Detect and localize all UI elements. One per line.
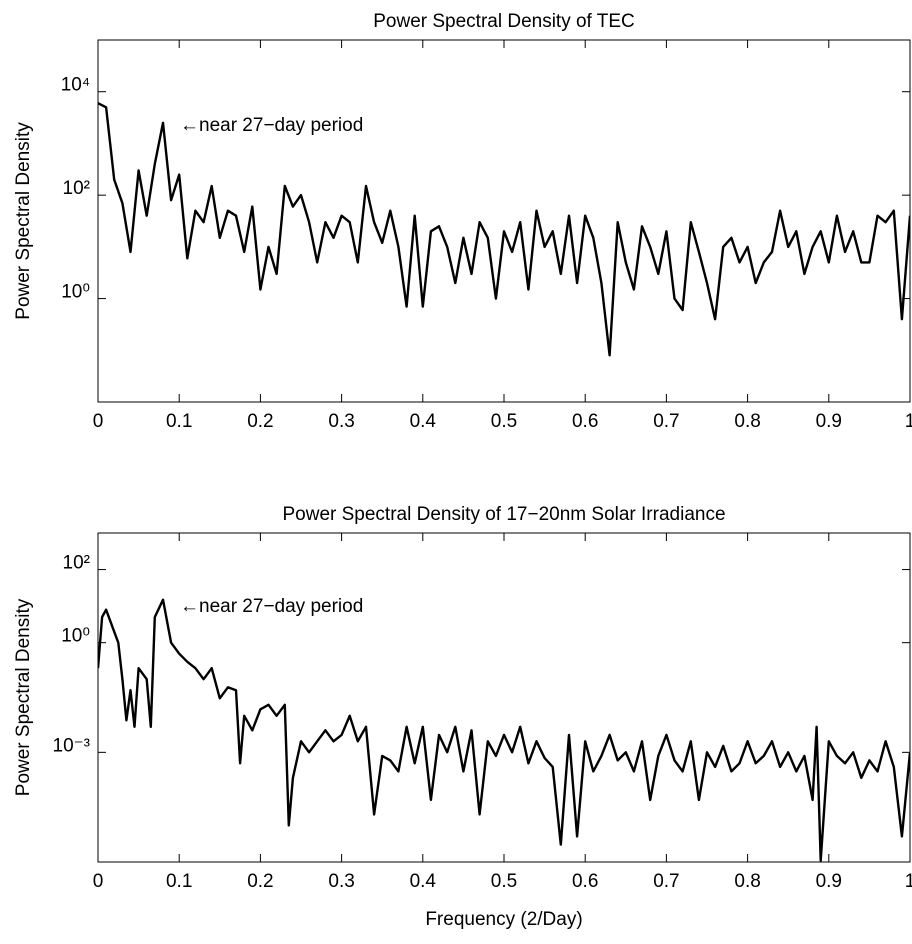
x-tick-label: 0.4 — [410, 871, 437, 892]
y-tick-label: 10² — [63, 178, 90, 199]
x-tick-label: 1 — [905, 871, 912, 892]
y-axis-label: Power Spectral Density — [13, 598, 34, 796]
x-tick-label: 0.4 — [410, 411, 437, 432]
x-tick-label: 0.1 — [166, 411, 192, 432]
axes-box — [97, 39, 911, 403]
x-tick-label: 0.5 — [491, 411, 517, 432]
x-tick-label: 0.9 — [816, 411, 842, 432]
y-axis-label: Power Spectral Density — [13, 122, 34, 320]
x-axis-label: Frequency (2/Day) — [425, 909, 582, 930]
chart-title: Power Spectral Density of TEC — [373, 11, 635, 32]
x-tick-label: 0 — [93, 871, 104, 892]
y-tick-label: 10² — [63, 553, 90, 574]
chart-title: Power Spectral Density of 17−20nm Solar … — [282, 504, 725, 525]
psd-line — [98, 102, 910, 357]
x-tick-label: 0.8 — [734, 411, 760, 432]
x-tick-label: 0.3 — [328, 871, 354, 892]
y-tick-label: 10⁻³ — [53, 735, 91, 756]
psd-line — [98, 598, 910, 862]
x-tick-label: 0.8 — [734, 871, 760, 892]
y-tick-label: 10⁰ — [61, 282, 90, 303]
x-tick-label: 0.2 — [247, 871, 273, 892]
x-tick-label: 0.9 — [816, 871, 842, 892]
x-tick-label: 0.6 — [572, 871, 598, 892]
y-tick-label: 10⁰ — [61, 626, 90, 647]
x-tick-label: 0.5 — [491, 871, 517, 892]
annotation: ←near 27−day period — [180, 596, 363, 617]
y-tick-label: 10⁴ — [61, 75, 90, 96]
x-tick-label: 0.7 — [653, 411, 679, 432]
x-tick-label: 1 — [905, 411, 912, 432]
x-tick-label: 0.6 — [572, 411, 598, 432]
x-tick-label: 0.7 — [653, 871, 679, 892]
x-tick-label: 0.3 — [328, 411, 354, 432]
annotation: ←near 27−day period — [180, 115, 363, 136]
x-tick-label: 0 — [93, 411, 104, 432]
x-tick-label: 0.1 — [166, 871, 192, 892]
x-tick-label: 0.2 — [247, 411, 273, 432]
